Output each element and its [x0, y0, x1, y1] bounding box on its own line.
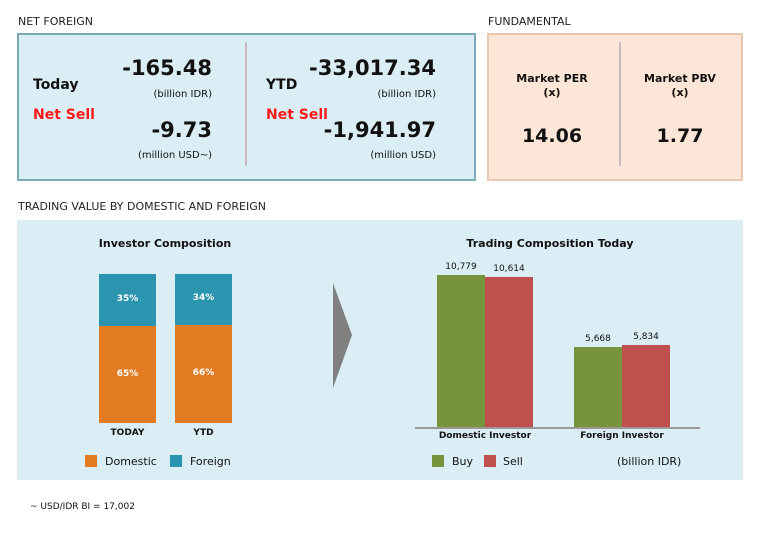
data-label: 66% — [192, 367, 215, 378]
bar-buy — [574, 347, 622, 427]
today-label: Today — [33, 77, 79, 93]
fundamental-panel — [487, 33, 743, 181]
x-tick-label: TODAY — [110, 428, 145, 438]
ytd-usd-value: -1,941.97 — [323, 118, 436, 142]
ytd-usd-unit: (million USD) — [370, 150, 436, 161]
data-label: 10,614 — [493, 264, 525, 275]
ytd-label: YTD — [266, 77, 298, 93]
legend-sell: Sell — [503, 455, 523, 468]
bar-foreign — [175, 274, 232, 325]
data-label: 5,668 — [585, 334, 611, 345]
section-title: TRADING VALUE BY DOMESTIC AND FOREIGN — [18, 200, 266, 213]
legend-foreign-swatch — [170, 455, 182, 467]
data-label: 34% — [192, 293, 215, 304]
x-tick-label: Domestic Investor — [438, 431, 532, 441]
legend-foreign: Foreign — [190, 455, 231, 468]
bar-domestic — [99, 326, 156, 423]
today-status: Net Sell — [33, 107, 95, 123]
chart2-title: Trading Composition Today — [466, 237, 634, 250]
x-tick-label: Foreign Investor — [580, 431, 664, 441]
per-label: Market PER (x) — [492, 72, 612, 100]
bar-foreign — [99, 274, 156, 327]
per-label-text: Market PER — [516, 72, 588, 85]
ytd-idr-value: -33,017.34 — [309, 56, 436, 80]
pbv-unit: (x) — [671, 86, 689, 99]
today-usd-value: -9.73 — [151, 118, 212, 142]
today-idr-unit: (billion IDR) — [153, 89, 213, 100]
bar-domestic — [175, 324, 232, 423]
legend-buy: Buy — [452, 455, 474, 468]
bar-sell — [485, 277, 533, 427]
pbv-value: 1.77 — [656, 125, 704, 147]
chart1-title: Investor Composition — [98, 237, 232, 250]
ytd-idr-unit: (billion IDR) — [377, 89, 437, 100]
x-axis — [415, 427, 700, 429]
x-tick-label: YTD — [193, 428, 214, 438]
per-unit: (x) — [543, 86, 561, 99]
legend-sell-swatch — [484, 455, 496, 467]
divider — [245, 42, 247, 166]
today-idr-value: -165.48 — [122, 56, 212, 80]
per-value: 14.06 — [521, 125, 583, 147]
pbv-label: Market PBV (x) — [620, 72, 740, 100]
legend-domestic-swatch — [85, 455, 97, 467]
net-foreign-title: NET FOREIGN — [18, 15, 93, 28]
legend-buy-swatch — [432, 455, 444, 467]
data-label: 65% — [116, 368, 139, 379]
bar-buy — [437, 275, 485, 427]
footnote: ~ USD/IDR BI = 17,002 — [30, 502, 135, 512]
arrow-right-icon — [333, 283, 352, 388]
ytd-status: Net Sell — [266, 107, 328, 123]
pbv-label-text: Market PBV — [644, 72, 716, 85]
data-label: 5,834 — [633, 331, 659, 342]
data-label: 10,779 — [445, 262, 477, 272]
chart2-unit: (billion IDR) — [617, 455, 682, 468]
fundamental-title: FUNDAMENTAL — [488, 15, 571, 28]
bar-sell — [622, 344, 670, 427]
legend-domestic: Domestic — [105, 455, 157, 468]
data-label: 35% — [116, 294, 139, 305]
divider — [619, 42, 621, 166]
today-usd-unit: (million USD~) — [137, 150, 212, 161]
